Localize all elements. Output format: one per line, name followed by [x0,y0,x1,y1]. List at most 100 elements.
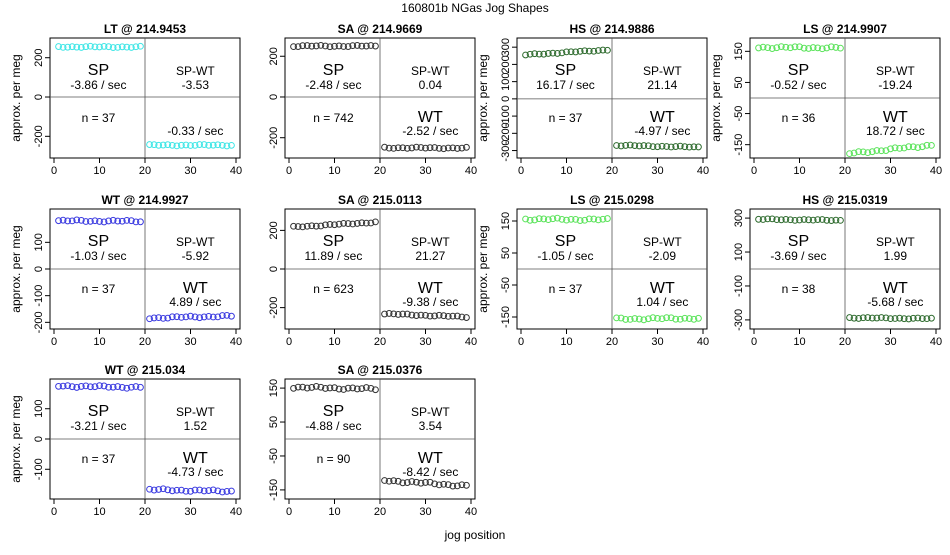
wt-point [209,313,217,321]
sp-point [64,43,72,51]
sp-point [340,219,348,227]
wt-point [417,311,425,319]
sp-point [59,43,67,51]
wt-point [191,486,199,494]
sp-point [563,48,570,56]
sp-label: SP [323,233,344,250]
wt-point [896,314,903,322]
wt-point [150,486,158,494]
sp-point [768,45,776,52]
wt-point [622,142,630,149]
sp-point [331,221,338,229]
wt-label: WT [418,450,443,467]
y-axis-title: approx. per meg [476,54,490,141]
sp-point [823,216,831,224]
sp-point [322,221,329,229]
wt-point [440,145,448,153]
sp-point [837,44,844,52]
spwt-value: 3.54 [419,419,443,433]
panel-8: HS @ 215.0319 0 10 20 30 40 -300 -100 100 300 SP-3… [733,193,942,348]
x-tick-label: 0 [751,165,757,177]
sp-point [96,218,103,225]
wt-point [413,478,420,486]
wt-point [855,148,863,156]
sp-point [594,47,602,54]
spwt-label: SP-WT [176,235,215,249]
panel-title: LS @ 215.0298 [570,193,654,207]
sp-point [290,43,297,51]
sp-point [109,383,117,391]
wt-point [191,141,199,149]
sp-point [77,44,85,51]
wt-rate: -0.33 / sec [167,124,223,138]
sp-label: SP [555,62,576,79]
wt-point [645,315,652,323]
wt-point [672,315,680,323]
sp-point [68,383,76,391]
sp-point [576,47,584,55]
sp-point [100,382,108,390]
panel-title: HS @ 215.0319 [802,193,887,207]
sp-point [599,215,607,223]
sp-point [127,383,135,391]
x-tick-label: 20 [374,506,386,518]
panel-title: SA @ 214.9669 [338,22,423,36]
sp-point [91,43,99,51]
wt-point [422,311,429,319]
wt-point [685,315,693,322]
sp-point [105,43,112,51]
wt-point [658,142,666,150]
sp-rate: -3.69 / sec [770,249,826,263]
wt-point [449,482,457,490]
wt-point [168,141,176,149]
panel-4: LS @ 214.9907 0 10 20 30 40 -150 -50 50 150 approx… [709,22,942,177]
wt-point [855,315,863,322]
y-tick-label: 200 [500,55,512,73]
sp-point [809,216,817,224]
x-tick-label: 40 [230,165,242,177]
wt-point [159,141,167,149]
sp-point [68,43,76,51]
sp-point [59,382,67,390]
sp-point [823,44,831,52]
y-tick-label: -50 [733,106,745,122]
wt-label: WT [650,109,675,126]
wt-point [444,312,452,320]
sp-point [764,44,772,52]
wt-rate: -4.73 / sec [167,465,223,479]
sp-point [303,222,311,230]
sp-point [796,216,803,224]
wt-point [173,142,181,150]
sp-point [55,43,62,50]
sp-point [118,43,126,51]
wt-rate: -5.68 / sec [867,295,923,309]
sp-point [64,217,72,225]
x-tick-label: 0 [286,165,292,177]
sp-point [353,42,361,49]
sp-point [73,43,81,51]
wt-point [449,312,457,320]
sp-point [362,42,370,50]
panel-title: LS @ 214.9907 [803,22,887,36]
sp-point [91,383,99,391]
sp-point [773,44,781,52]
wt-label: WT [883,109,908,126]
wt-point [168,313,176,321]
wt-point [394,311,402,318]
panel-3: HS @ 214.9886 0 10 20 30 40 -300-200-100 0 10020… [476,22,709,177]
sp-point [526,50,534,58]
wt-point [453,145,461,152]
wt-point [403,144,411,152]
sp-point [312,222,320,230]
wt-point [900,144,908,152]
sp-point [800,44,808,52]
y-tick-label: 100 [33,233,45,251]
sp-point [768,215,776,223]
wt-point [435,311,443,319]
spwt-value: -2.09 [649,249,677,263]
sp-point [581,216,589,224]
sp-point [787,44,794,52]
n-count: n = 36 [782,111,816,125]
x-tick-label: 20 [606,165,618,177]
